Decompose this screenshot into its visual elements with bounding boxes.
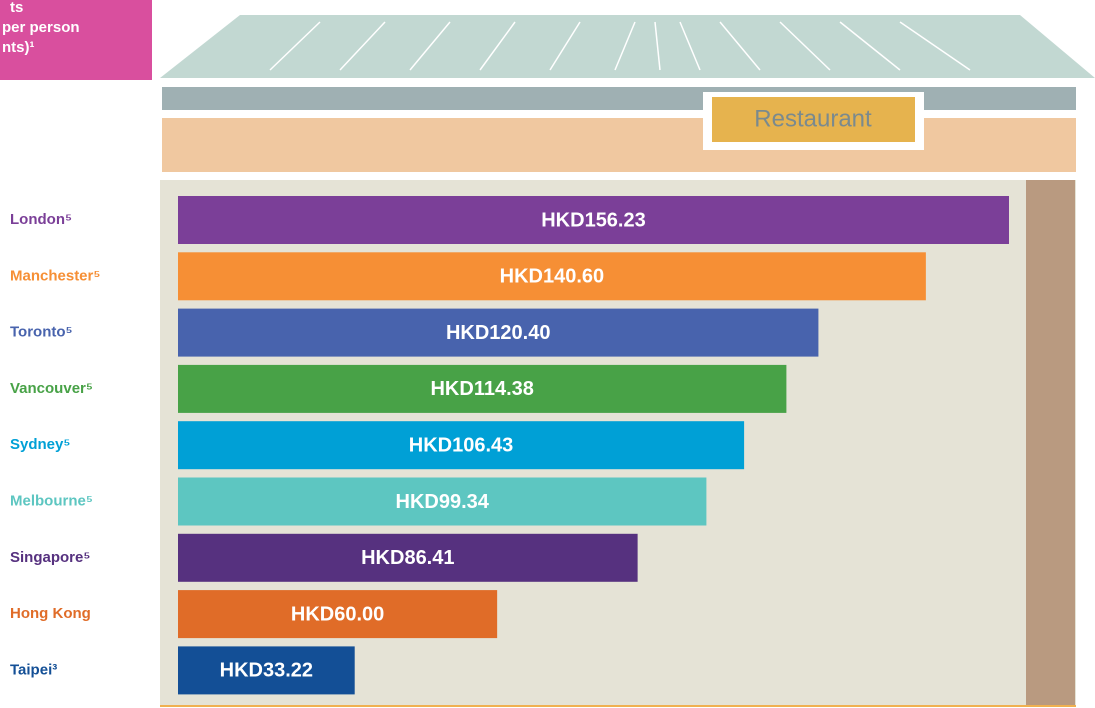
bar [178, 590, 498, 639]
bar [178, 421, 745, 470]
value-label: HKD60.00 [291, 603, 384, 625]
pillar [1026, 180, 1075, 705]
note-text: per person [2, 19, 80, 36]
category-label: Singapore⁵ [10, 549, 90, 566]
bar [178, 364, 787, 413]
value-label: HKD86.41 [361, 547, 454, 569]
bar [178, 196, 1009, 244]
roof-stripes [269, 21, 971, 71]
bar [178, 646, 355, 695]
note-text: ts [10, 0, 23, 16]
value-label: HKD114.38 [430, 378, 533, 400]
category-label: Sydney⁵ [10, 436, 70, 453]
bar [178, 252, 926, 301]
category-label: Melbourne⁵ [10, 492, 93, 509]
sign-text: Restaurant [754, 105, 872, 132]
note-text: nts)¹ [2, 39, 35, 56]
value-label: HKD156.23 [541, 209, 646, 231]
awning [162, 118, 1076, 172]
value-label: HKD99.34 [396, 491, 490, 513]
category-label: Vancouver⁵ [10, 380, 93, 397]
note-box [0, 0, 152, 80]
value-label: HKD106.43 [409, 434, 514, 456]
bar [178, 308, 819, 357]
category-label: Hong Kong [10, 605, 91, 622]
category-label: Manchester⁵ [10, 267, 100, 284]
fascia [162, 87, 1076, 110]
bar [178, 533, 638, 582]
value-label: HKD140.60 [500, 266, 605, 288]
roof [160, 15, 1095, 78]
category-label: Taipei³ [10, 661, 57, 678]
category-label: Toronto⁵ [10, 324, 73, 341]
sign [712, 97, 915, 142]
value-label: HKD120.40 [446, 322, 551, 344]
bar [178, 477, 707, 526]
value-label: HKD33.22 [220, 660, 313, 682]
category-label: London⁵ [10, 211, 72, 228]
